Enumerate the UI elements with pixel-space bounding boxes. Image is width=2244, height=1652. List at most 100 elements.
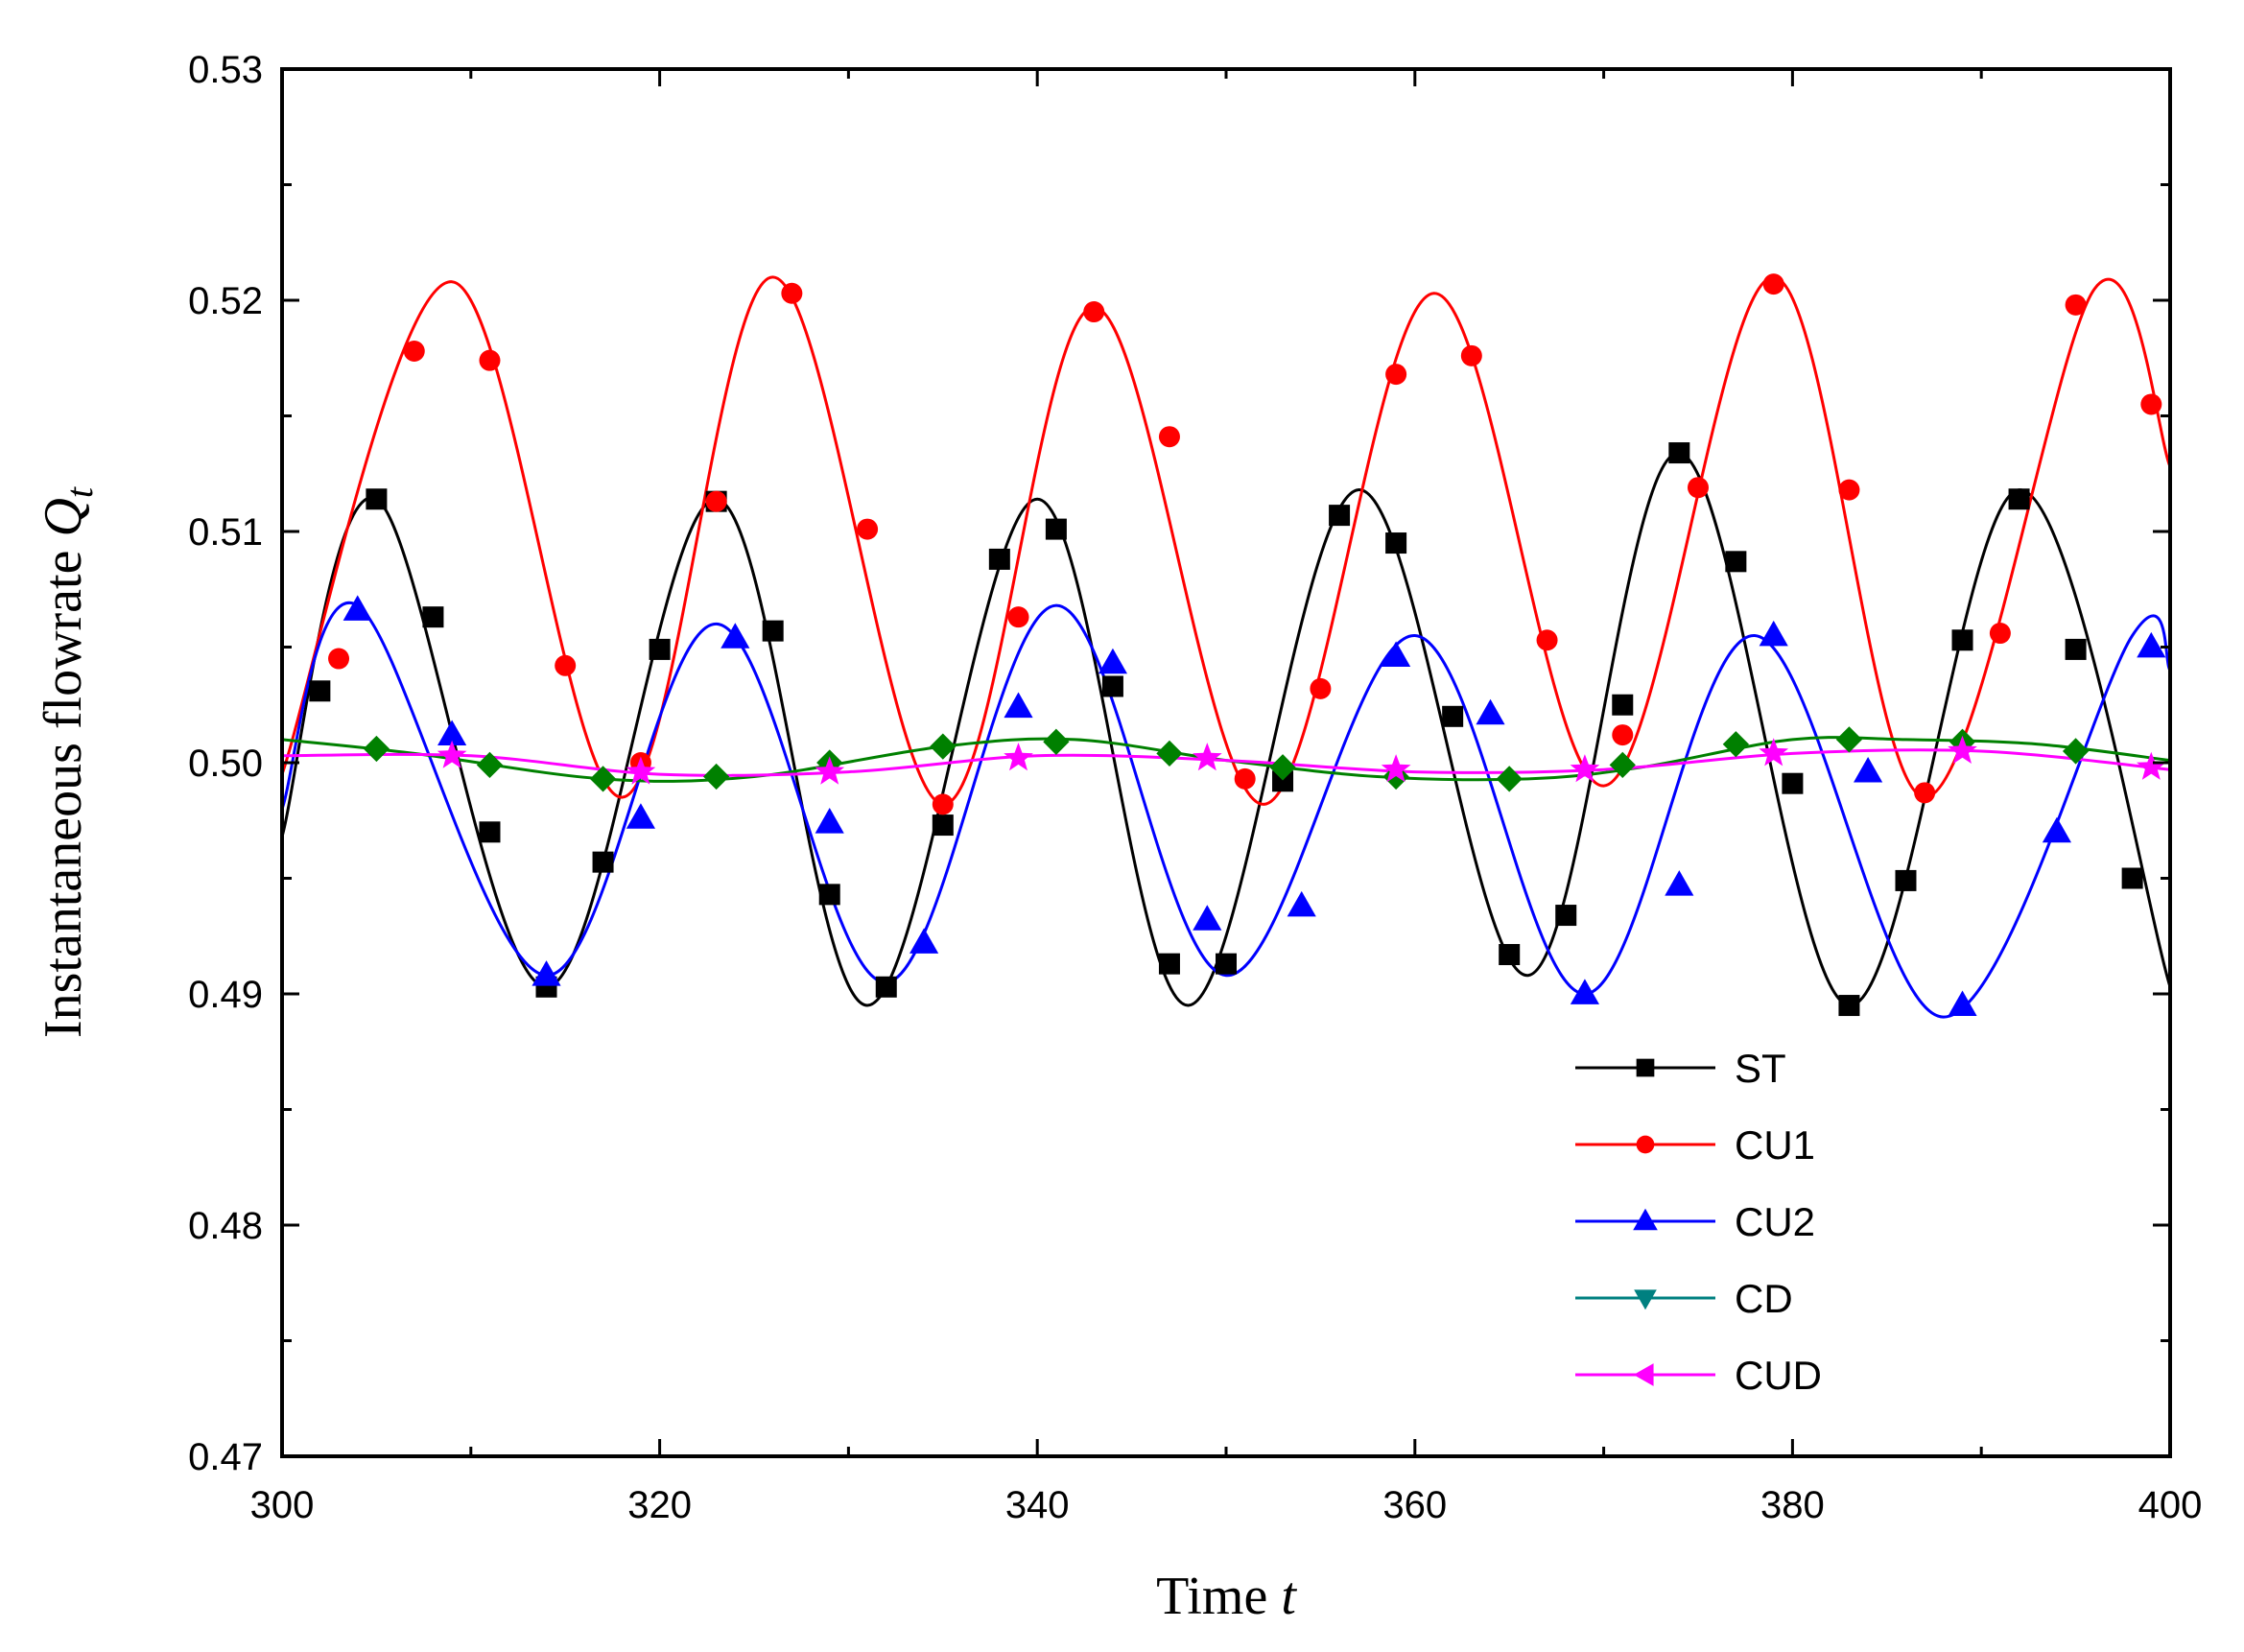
data-point-cu2 bbox=[909, 928, 939, 954]
data-point-cu1 bbox=[1762, 273, 1784, 295]
x-tick-label: 380 bbox=[1760, 1484, 1825, 1526]
y-tick-label: 0.47 bbox=[188, 1436, 263, 1478]
data-point-cd bbox=[363, 735, 390, 763]
data-point-cd bbox=[476, 751, 504, 779]
data-point-cu1 bbox=[1612, 724, 1634, 746]
data-point-cu2 bbox=[1287, 890, 1316, 917]
x-axis-title: Time t bbox=[1156, 1567, 1297, 1626]
data-point-cu1 bbox=[2065, 294, 2087, 316]
y-axis-label: Instantaneous flowrate bbox=[34, 551, 93, 1038]
data-point-st bbox=[1272, 770, 1294, 792]
data-point-cu2 bbox=[1759, 620, 1788, 647]
data-point-cu2 bbox=[1570, 979, 1599, 1004]
data-point-st bbox=[309, 680, 331, 702]
data-point-cd bbox=[589, 766, 617, 792]
data-point-st bbox=[2121, 867, 2143, 889]
tick-labels: 300 320 340 360 380 400 0.47 0.48 0.49 0.50 0.51 0.… bbox=[188, 49, 2202, 1526]
data-point-cu2 bbox=[1004, 692, 1033, 719]
plot-lines bbox=[280, 275, 2172, 1019]
data-point-st bbox=[649, 638, 671, 660]
data-point-st bbox=[818, 884, 840, 906]
data-point-st bbox=[2065, 638, 2087, 660]
data-point-cu1 bbox=[1838, 479, 1860, 501]
y-tick-label: 0.52 bbox=[188, 280, 263, 322]
data-point-cu1 bbox=[1536, 629, 1558, 651]
data-point-cu2 bbox=[437, 720, 467, 745]
data-point-cu1 bbox=[403, 341, 425, 363]
data-point-cu1 bbox=[932, 793, 954, 815]
y-tick-label: 0.53 bbox=[188, 49, 263, 91]
data-point-cu1 bbox=[1989, 623, 2011, 645]
data-point-cu1 bbox=[1083, 301, 1105, 323]
legend-label-cd: CD bbox=[1735, 1276, 1793, 1321]
data-point-st bbox=[1385, 532, 1407, 555]
data-point-cud bbox=[1759, 738, 1789, 767]
data-point-cu2 bbox=[1193, 905, 1222, 931]
data-point-cd bbox=[1043, 728, 1070, 755]
data-point-cd bbox=[1156, 740, 1183, 767]
data-point-cu2 bbox=[1665, 870, 1694, 896]
data-point-st bbox=[1101, 675, 1123, 697]
data-point-st bbox=[1668, 442, 1690, 464]
data-point-cud bbox=[1193, 743, 1222, 771]
data-point-cu1 bbox=[781, 282, 803, 304]
data-point-cu1 bbox=[857, 518, 879, 540]
data-point-cd bbox=[1722, 731, 1749, 758]
data-point-cu1 bbox=[1385, 364, 1407, 386]
data-point-cu1 bbox=[1234, 767, 1256, 790]
x-tick-label: 320 bbox=[627, 1484, 692, 1526]
x-tick-label: 360 bbox=[1382, 1484, 1447, 1526]
data-point-cu2 bbox=[626, 803, 655, 829]
y-axis-variable: Q bbox=[34, 498, 93, 536]
data-point-cd bbox=[2062, 738, 2090, 765]
data-point-cu2 bbox=[1948, 990, 1977, 1016]
legend-label-cud: CUD bbox=[1735, 1353, 1822, 1398]
data-point-cd bbox=[1609, 751, 1636, 779]
data-point-cu1 bbox=[1007, 606, 1029, 628]
data-point-cu1 bbox=[705, 490, 727, 512]
data-point-cu1 bbox=[2140, 393, 2162, 415]
data-point-cd bbox=[1496, 766, 1523, 792]
legend-marker-st bbox=[1636, 1058, 1655, 1077]
y-tick-label: 0.48 bbox=[188, 1205, 263, 1247]
legend-marker-cud bbox=[1633, 1363, 1654, 1386]
data-point-cd bbox=[703, 763, 730, 791]
x-axis-variable: t bbox=[1281, 1567, 1297, 1626]
data-point-st bbox=[1555, 905, 1577, 927]
data-point-cu2 bbox=[343, 595, 372, 621]
legend-label-cu1: CU1 bbox=[1735, 1122, 1815, 1168]
data-point-st bbox=[1895, 869, 1917, 891]
data-point-st bbox=[932, 814, 954, 837]
data-point-cu1 bbox=[1310, 677, 1332, 699]
data-point-cud bbox=[437, 740, 467, 768]
y-tick-label: 0.50 bbox=[188, 743, 263, 785]
data-point-st bbox=[1499, 944, 1521, 966]
data-point-cu1 bbox=[1460, 344, 1482, 366]
x-tick-label: 300 bbox=[250, 1484, 315, 1526]
data-point-st bbox=[2008, 488, 2030, 510]
data-point-cu2 bbox=[1098, 648, 1127, 674]
data-point-st bbox=[1951, 629, 1973, 651]
x-axis-label: Time bbox=[1156, 1567, 1267, 1626]
data-point-cu2 bbox=[1382, 641, 1411, 668]
data-point-st bbox=[1725, 551, 1747, 573]
data-point-cu2 bbox=[531, 960, 561, 986]
legend-marker-cd bbox=[1634, 1289, 1657, 1310]
plot-frame bbox=[280, 67, 2172, 1458]
data-point-cd bbox=[930, 733, 957, 760]
data-point-st bbox=[1612, 694, 1634, 716]
legend: ST CU1 CU2 CD CUD bbox=[1575, 1046, 1822, 1398]
data-point-st bbox=[988, 548, 1010, 570]
data-point-cu2 bbox=[720, 623, 750, 649]
x-tick-label: 340 bbox=[1005, 1484, 1070, 1526]
data-point-st bbox=[1838, 995, 1860, 1017]
data-point-st bbox=[1782, 772, 1804, 794]
y-tick-label: 0.51 bbox=[188, 511, 263, 554]
data-point-cud bbox=[1570, 754, 1600, 783]
data-point-cu2 bbox=[1854, 757, 1883, 783]
series-line-cu1 bbox=[280, 275, 2172, 806]
y-tick-label: 0.49 bbox=[188, 974, 263, 1016]
data-point-cu1 bbox=[328, 648, 350, 670]
data-point-cu2 bbox=[1476, 698, 1505, 725]
